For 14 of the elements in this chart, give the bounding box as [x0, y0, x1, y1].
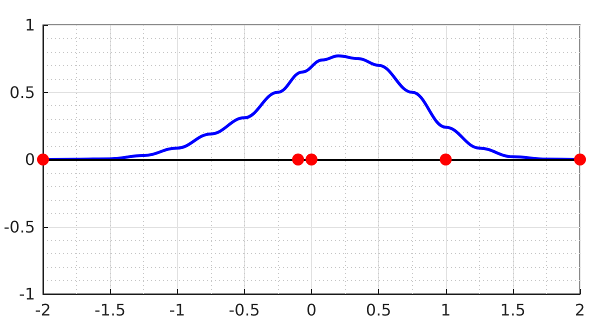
- x-tick-label: 2: [574, 300, 586, 320]
- x-tick-label: 1: [440, 300, 451, 320]
- x-tick-label: -0.5: [228, 300, 260, 320]
- y-tick-label: -1: [19, 284, 35, 304]
- x-tick-label: -1.5: [94, 300, 126, 320]
- y-tick-label: 1: [24, 16, 35, 34]
- x-tick-label: -2: [35, 300, 51, 320]
- x-tick-label: 0.5: [366, 300, 392, 320]
- y-tick-label: 0.5: [10, 82, 35, 102]
- x-tick-label: 0: [306, 300, 317, 320]
- x-tick-label: 1.5: [500, 300, 526, 320]
- y-tick-label: 0: [24, 150, 35, 169]
- y-tick-label: -0.5: [4, 217, 35, 236]
- x-tick-label: -1: [169, 300, 186, 320]
